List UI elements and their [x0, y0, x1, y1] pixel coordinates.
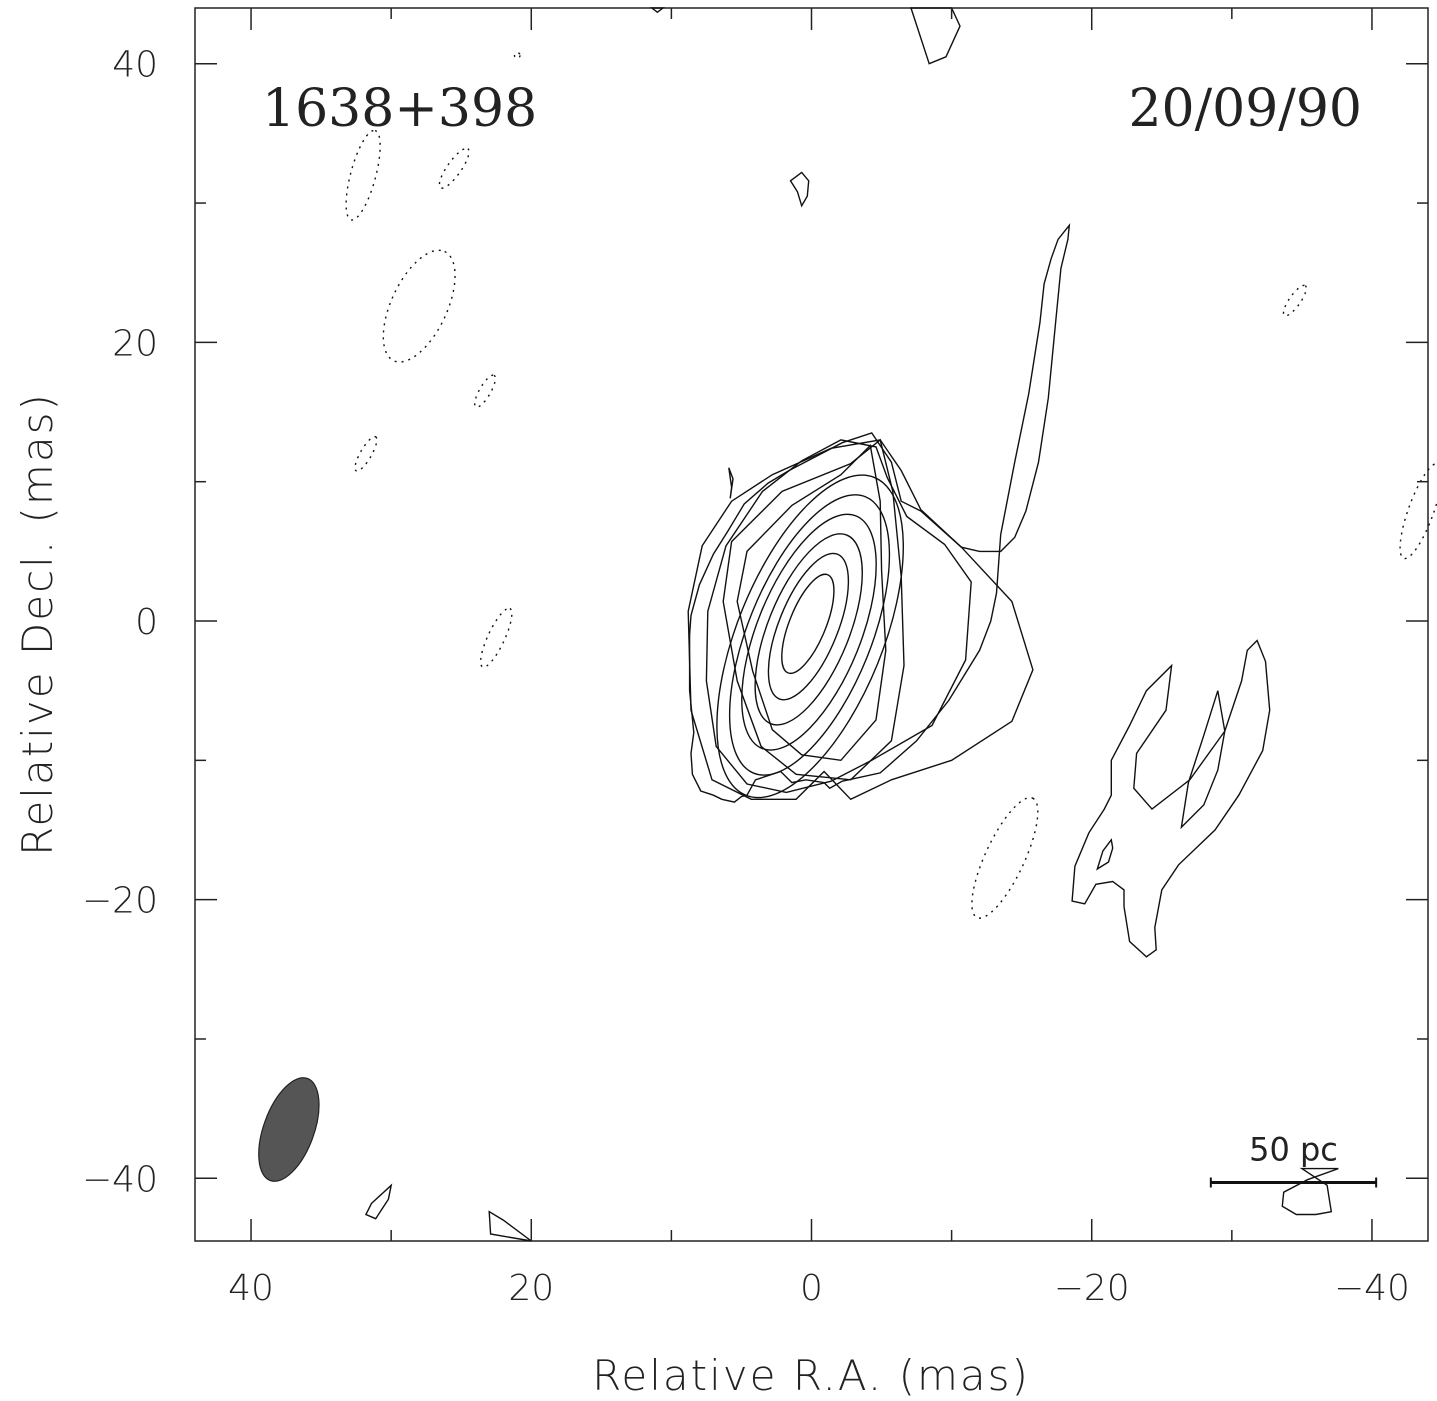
x-tick-label: 0: [800, 1268, 823, 1309]
axis-tick-labels: 40 20 0 −20 −40 40 20 0 −20 −40: [82, 45, 1410, 1309]
top-edge-blob: [910, 7, 961, 65]
axis-ticks: [195, 8, 1428, 1241]
x-tick-label: 20: [508, 1268, 554, 1309]
neg-1: [345, 129, 381, 221]
x-tick-label: 40: [228, 1268, 274, 1309]
x-axis-label: Relative R.A. (mas): [592, 1351, 1030, 1400]
core-contour-7: [736, 444, 887, 762]
core-contour-10: [687, 439, 1034, 801]
positive-contours: [364, 7, 1339, 1242]
core-contour-2: [767, 552, 850, 701]
core-contour-8: [722, 438, 905, 781]
y-tick-label: 40: [112, 45, 158, 86]
source-name-label: 1638+398: [262, 79, 537, 139]
plot-frame: [194, 7, 1429, 1242]
neg-7: [971, 796, 1039, 919]
neg-3: [382, 249, 456, 363]
x-tick-label: −20: [1054, 1268, 1130, 1309]
plot-area: 50 pc: [194, 7, 1437, 1242]
neg-6: [479, 607, 513, 668]
bottom-blob-2: [488, 1210, 532, 1242]
beam: [258, 1077, 320, 1182]
south-west-knot: [1096, 838, 1114, 871]
top-edge-fragment: [649, 7, 666, 14]
beam-ellipse: [258, 1077, 320, 1182]
jet-contour: [688, 223, 1071, 803]
core-contour-3: [754, 533, 863, 726]
scale-bar-label: 50 pc: [1249, 1130, 1338, 1168]
y-tick-label: −20: [82, 881, 158, 922]
north-blob: [789, 171, 810, 208]
neg-8: [1282, 284, 1307, 317]
y-tick-label: 20: [112, 323, 158, 364]
neg-10: [513, 51, 521, 59]
y-tick-label: −40: [82, 1159, 158, 1200]
negative-contours: [345, 51, 1437, 919]
bottom-blob-1: [364, 1183, 393, 1220]
neg-2: [438, 147, 470, 189]
core-contour-5: [728, 494, 891, 776]
core-contour-4: [741, 513, 877, 751]
y-tick-label: 0: [135, 602, 158, 643]
south-west-inner: [1180, 690, 1226, 830]
core-contour-1: [781, 573, 835, 675]
neg-9: [1399, 462, 1437, 560]
x-tick-label: −40: [1334, 1268, 1410, 1309]
core-contour-6: [716, 474, 904, 799]
neg-5: [354, 435, 378, 472]
y-axis-label: Relative Decl. (mas): [13, 392, 62, 856]
core-contour-9: [705, 439, 972, 794]
bottom-right-blob: [1281, 1167, 1339, 1216]
core-contours: [716, 474, 904, 799]
epoch-label: 20/09/90: [1128, 79, 1362, 139]
south-west-outer: [1071, 639, 1271, 958]
scale-bar: 50 pc: [1209, 1130, 1378, 1188]
neg-4: [474, 374, 497, 408]
small-blob-left: [728, 467, 734, 499]
